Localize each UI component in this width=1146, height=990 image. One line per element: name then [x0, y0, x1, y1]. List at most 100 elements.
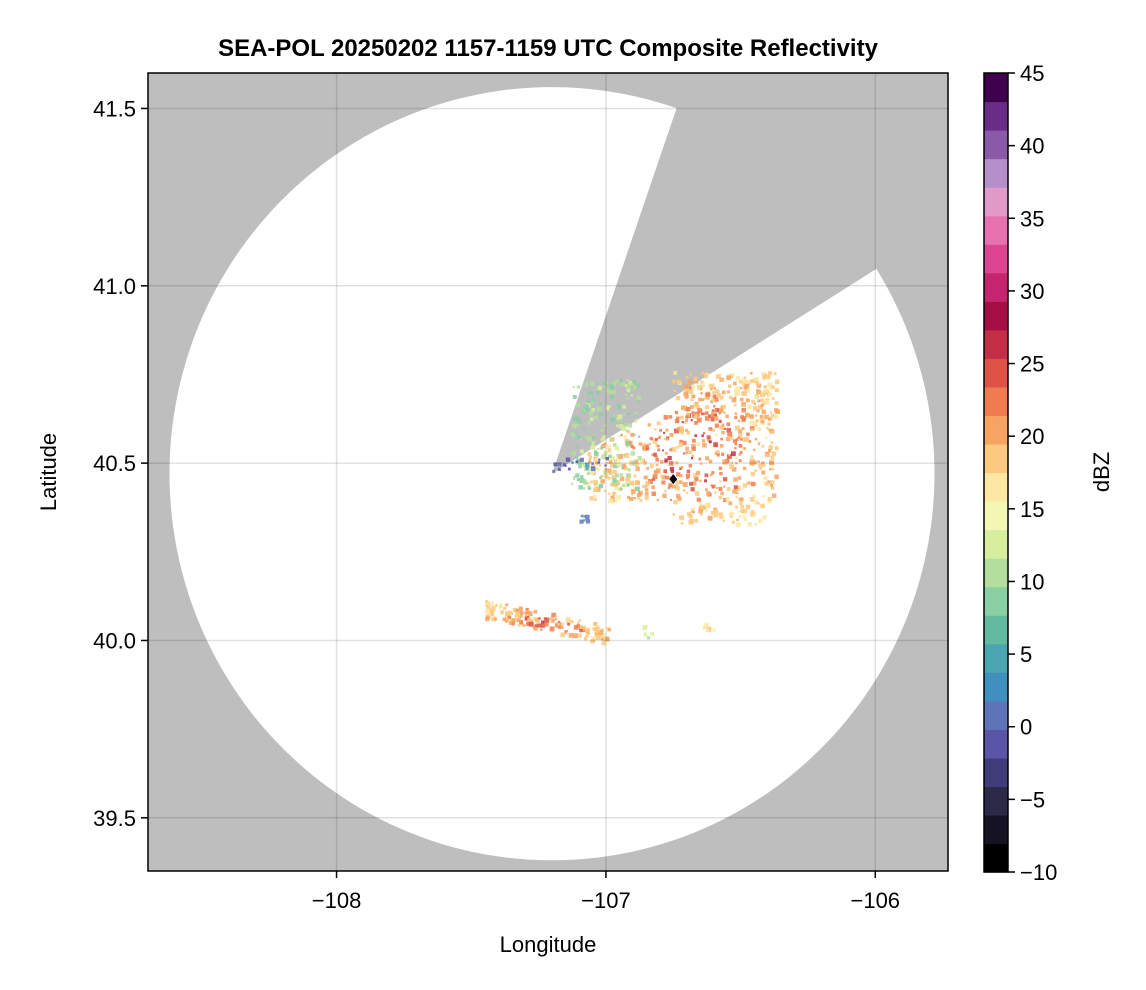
echo-pixel — [735, 485, 741, 491]
echo-pixel — [642, 446, 648, 452]
echo-pixel — [602, 473, 605, 477]
echo-pixel — [587, 436, 592, 442]
echo-pixel — [726, 487, 731, 491]
echo-pixel — [592, 627, 597, 631]
echo-pixel — [648, 443, 651, 446]
echo-pixel — [567, 622, 571, 626]
echo-pixel — [504, 611, 510, 616]
colorbar-tick-label: 25 — [1020, 352, 1044, 377]
echo-pixel — [735, 376, 740, 381]
echo-pixel — [702, 412, 705, 415]
echo-pixel — [679, 425, 684, 430]
echo-pixel — [610, 395, 614, 399]
echo-pixel — [629, 496, 634, 502]
echo-pixel — [716, 453, 720, 457]
echo-pixel — [570, 619, 574, 624]
echo-pixel — [715, 433, 718, 437]
echo-pixel — [631, 482, 635, 486]
echo-pixel — [706, 435, 711, 440]
echo-pixel — [624, 453, 630, 458]
echo-pixel — [665, 428, 669, 432]
colorbar-segment — [984, 586, 1008, 616]
echo-pixel — [589, 411, 594, 416]
echo-pixel — [754, 482, 757, 485]
echo-pixel — [714, 397, 719, 402]
echo-pixel — [655, 457, 660, 462]
echo-pixel — [719, 480, 722, 483]
echo-pixel — [655, 455, 658, 458]
reflectivity-echoes — [485, 371, 781, 646]
echo-pixel — [745, 398, 750, 403]
echo-pixel — [747, 404, 752, 409]
echo-pixel — [685, 375, 689, 379]
echo-pixel — [601, 633, 606, 638]
echo-pixel — [744, 383, 750, 388]
echo-pixel — [742, 487, 745, 490]
echo-pixel — [744, 379, 749, 384]
echo-pixel — [557, 462, 562, 467]
colorbar-segment — [984, 301, 1008, 331]
echo-pixel — [639, 498, 643, 502]
echo-pixel — [625, 473, 629, 476]
echo-pixel — [579, 478, 585, 483]
echo-pixel — [743, 517, 748, 521]
echo-pixel — [568, 633, 574, 638]
echo-pixel — [749, 421, 754, 426]
echo-pixel — [673, 371, 677, 375]
echo-pixel — [728, 384, 732, 388]
echo-pixel — [645, 485, 648, 488]
echo-pixel — [727, 453, 730, 456]
echo-pixel — [752, 420, 758, 425]
echo-pixel — [613, 443, 617, 447]
colorbar-segment — [984, 130, 1008, 160]
echo-pixel — [733, 439, 737, 444]
echo-pixel — [627, 495, 631, 499]
echo-pixel — [501, 610, 504, 613]
echo-pixel — [739, 501, 743, 505]
echo-pixel — [742, 437, 748, 442]
echo-pixel — [515, 608, 519, 612]
echo-pixel — [591, 441, 595, 445]
echo-pixel — [756, 383, 762, 388]
echo-pixel — [702, 625, 707, 630]
echo-pixel — [767, 480, 771, 484]
echo-pixel — [675, 480, 679, 483]
colorbar-tick-label: 15 — [1020, 497, 1044, 522]
echo-pixel — [595, 635, 601, 640]
y-tick-label: 41.5 — [93, 96, 136, 121]
echo-pixel — [642, 443, 647, 448]
echo-pixel — [622, 413, 625, 416]
echo-pixel — [604, 464, 607, 467]
echo-pixel — [599, 412, 604, 417]
echo-pixel — [713, 405, 716, 408]
echo-pixel — [735, 522, 741, 528]
echo-pixel — [757, 427, 762, 431]
echo-pixel — [719, 425, 725, 430]
echo-pixel — [711, 411, 715, 415]
echo-pixel — [627, 412, 631, 416]
echo-pixel — [601, 454, 606, 460]
echo-pixel — [580, 514, 584, 518]
echo-pixel — [621, 426, 627, 432]
echo-pixel — [577, 435, 581, 439]
echo-pixel — [605, 381, 609, 385]
echo-pixel — [589, 417, 594, 421]
echo-pixel — [670, 470, 674, 474]
echo-pixel — [686, 491, 689, 495]
echo-pixel — [765, 436, 768, 439]
echo-pixel — [607, 476, 611, 480]
echo-pixel — [772, 482, 775, 485]
echo-pixel — [726, 454, 732, 459]
echo-pixel — [771, 430, 774, 433]
echo-pixel — [581, 462, 585, 466]
echo-pixel — [710, 417, 715, 422]
echo-pixel — [588, 455, 593, 460]
echo-pixel — [768, 448, 772, 453]
colorbar-segment — [984, 386, 1008, 417]
echo-pixel — [676, 379, 682, 385]
echo-pixel — [651, 485, 655, 490]
echo-pixel — [630, 444, 634, 449]
echo-pixel — [637, 399, 641, 403]
echo-pixel — [585, 462, 590, 468]
echo-pixel — [528, 621, 534, 627]
